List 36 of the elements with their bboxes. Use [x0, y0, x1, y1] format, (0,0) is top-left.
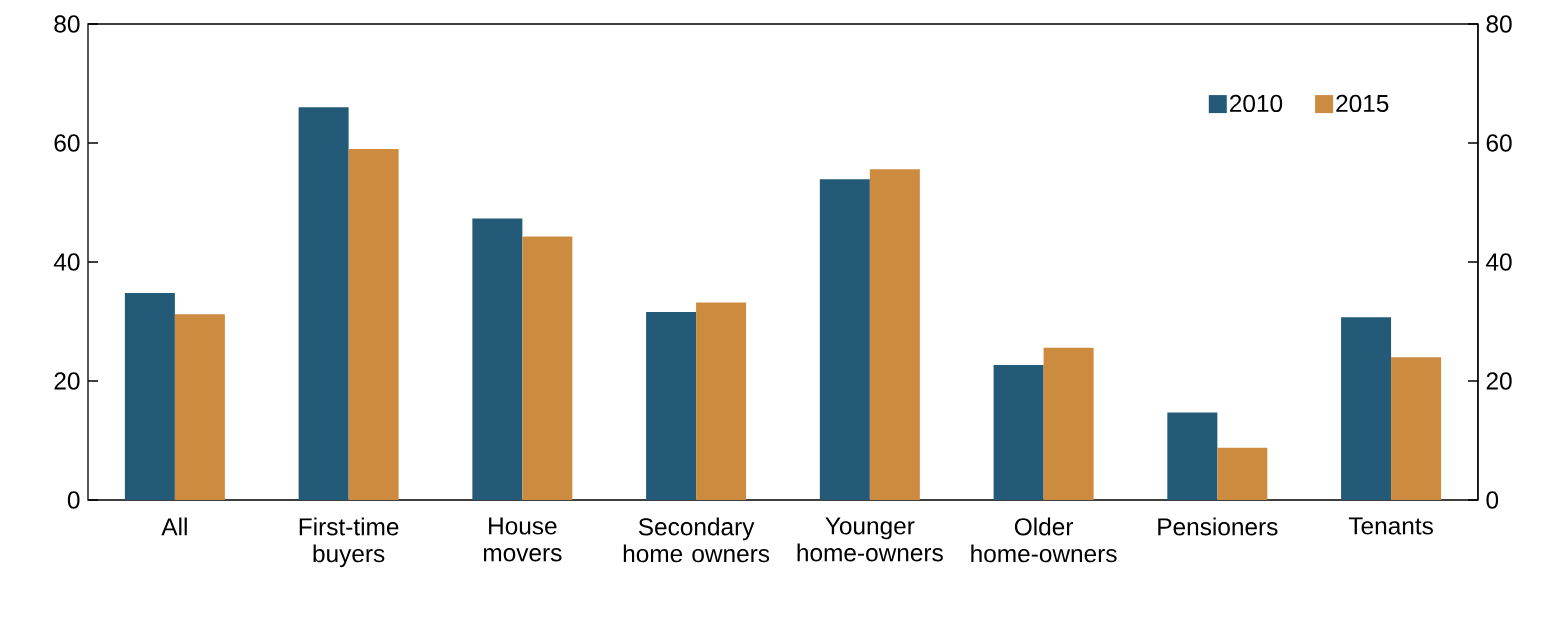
legend-label: 2010 — [1230, 94, 1283, 113]
bar — [522, 236, 573, 500]
x-tick-label: Secondary home owners — [623, 517, 770, 563]
x-tick-label: House movers — [483, 517, 562, 562]
bar — [124, 292, 175, 500]
bar — [1341, 317, 1392, 500]
bar — [696, 302, 747, 500]
y2-tick-label: 0 — [1486, 491, 1499, 509]
y-tick-label: 40 — [53, 253, 80, 271]
y-tick-label: 0 — [67, 491, 80, 509]
bar — [348, 148, 399, 500]
bar — [1391, 357, 1442, 500]
bar — [1167, 412, 1218, 500]
bar — [472, 218, 523, 500]
bar — [646, 311, 697, 500]
bar — [1217, 447, 1268, 500]
bar — [869, 169, 920, 500]
bar — [993, 364, 1044, 500]
bar — [1043, 347, 1094, 500]
x-tick-label: First-time buyers — [299, 517, 399, 568]
bar — [298, 107, 349, 500]
y-tick-label: 60 — [54, 134, 80, 152]
bar — [819, 179, 870, 500]
y-tick-label: 20 — [54, 372, 80, 390]
y2-tick-label: 60 — [1486, 134, 1512, 152]
x-tick-label: All — [161, 517, 187, 536]
x-tick-label: Tenants — [1348, 517, 1433, 535]
x-tick-label: Younger home-owners — [797, 517, 943, 562]
y2-tick-label: 80 — [1486, 15, 1512, 33]
legend-label: 2015 — [1336, 94, 1389, 113]
x-tick-label: Older home-owners — [971, 517, 1117, 563]
y2-tick-label: 40 — [1486, 253, 1512, 271]
x-tick-label: Pensioners — [1158, 517, 1278, 536]
y-tick-label: 80 — [54, 15, 80, 33]
y2-tick-label: 20 — [1486, 372, 1512, 390]
bar — [174, 314, 225, 500]
